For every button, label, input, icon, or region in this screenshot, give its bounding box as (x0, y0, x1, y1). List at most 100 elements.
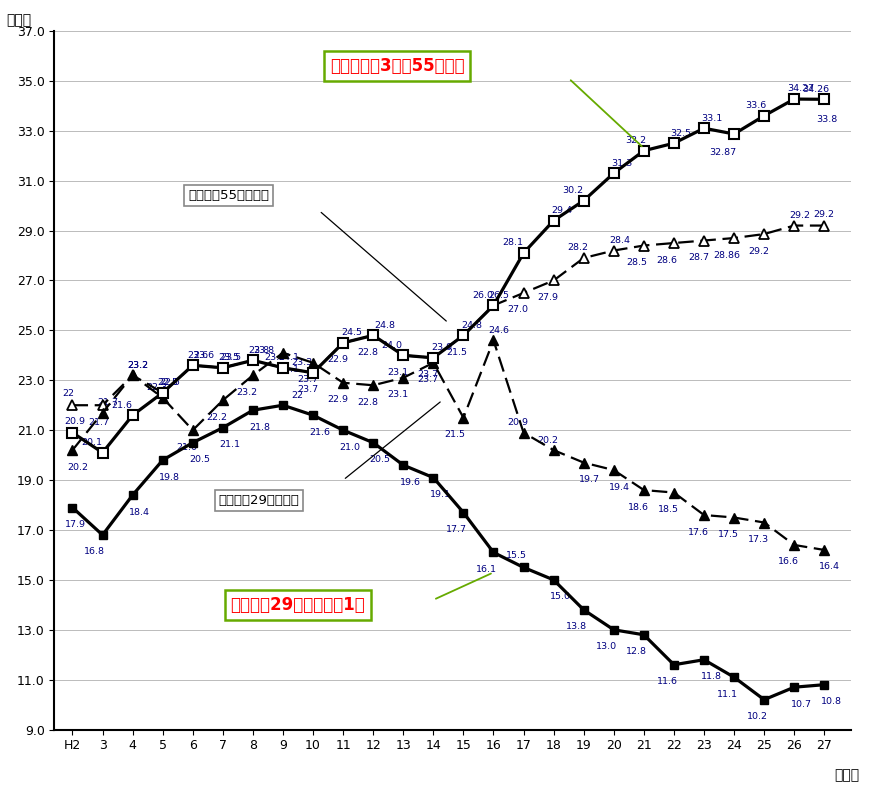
Text: 23.2: 23.2 (237, 388, 258, 397)
Text: 26.5: 26.5 (488, 291, 509, 300)
Text: 21.5: 21.5 (446, 348, 467, 357)
Text: 22: 22 (291, 391, 303, 399)
Text: 28.1: 28.1 (502, 238, 523, 248)
Text: 17.9: 17.9 (65, 520, 85, 529)
Text: 27.9: 27.9 (537, 293, 559, 302)
Text: 22.5: 22.5 (160, 378, 181, 387)
Text: 21.8: 21.8 (249, 422, 270, 432)
Text: 全産業（29歳以下）: 全産業（29歳以下） (219, 494, 299, 506)
Text: 16.6: 16.6 (778, 558, 799, 566)
Text: 10.8: 10.8 (821, 697, 841, 706)
Text: 27.0: 27.0 (508, 305, 528, 315)
Text: 24.0: 24.0 (382, 341, 403, 350)
Text: 29.2: 29.2 (748, 247, 769, 255)
Text: 23.2: 23.2 (127, 361, 149, 369)
Text: 22.3: 22.3 (146, 383, 167, 392)
Text: 32.5: 32.5 (671, 129, 691, 138)
Text: 20.1: 20.1 (81, 438, 102, 447)
Text: （年）: （年） (835, 768, 859, 782)
Text: 18.5: 18.5 (657, 505, 679, 514)
Text: 21.5: 21.5 (445, 430, 466, 439)
Text: 19.4: 19.4 (609, 483, 630, 491)
Text: 21.0: 21.0 (339, 443, 361, 452)
Text: 30.2: 30.2 (562, 186, 583, 195)
Text: 24.1: 24.1 (278, 365, 299, 374)
Text: 建設業：29歳以下は約1割: 建設業：29歳以下は約1割 (231, 596, 365, 614)
Text: 19.6: 19.6 (399, 478, 420, 486)
Text: 全産業（55歳以上）: 全産業（55歳以上） (188, 189, 269, 202)
Text: 12.8: 12.8 (626, 647, 647, 657)
Text: 33.8: 33.8 (816, 115, 838, 123)
Text: 23.1: 23.1 (387, 390, 408, 399)
Text: 24.1: 24.1 (278, 354, 299, 362)
Text: 23.8: 23.8 (248, 346, 269, 354)
Text: 31.3: 31.3 (611, 159, 633, 168)
Text: 23.7: 23.7 (417, 375, 439, 384)
Text: 11.6: 11.6 (657, 677, 678, 687)
Text: 32.2: 32.2 (625, 136, 646, 146)
Text: 22.9: 22.9 (327, 355, 348, 365)
Text: 20.5: 20.5 (189, 455, 210, 464)
Text: 22.8: 22.8 (358, 348, 378, 357)
Text: 21.7: 21.7 (98, 398, 119, 407)
Text: 22.9: 22.9 (327, 396, 348, 404)
Text: 28.2: 28.2 (568, 244, 589, 252)
Text: 23.1: 23.1 (387, 368, 408, 377)
Text: 21.6: 21.6 (310, 428, 330, 437)
Text: 23.8: 23.8 (254, 346, 275, 354)
Text: 24.8: 24.8 (374, 321, 395, 330)
Text: 17.5: 17.5 (718, 530, 739, 539)
Text: 18.6: 18.6 (628, 502, 649, 512)
Text: 22.5: 22.5 (158, 378, 179, 387)
Text: 11.1: 11.1 (717, 690, 738, 698)
Text: 13.0: 13.0 (596, 642, 617, 651)
Text: 19.8: 19.8 (160, 472, 181, 482)
Text: 24.8: 24.8 (461, 321, 482, 330)
Text: 10.2: 10.2 (746, 712, 767, 721)
Text: 24.6: 24.6 (488, 326, 509, 335)
Text: 23.7: 23.7 (297, 385, 318, 394)
Text: 22.8: 22.8 (358, 398, 378, 407)
Text: 28.6: 28.6 (657, 255, 678, 264)
Text: 19.7: 19.7 (579, 475, 600, 484)
Text: 21.1: 21.1 (219, 440, 241, 449)
Text: 28.86: 28.86 (713, 251, 740, 259)
Text: 33.6: 33.6 (746, 101, 766, 110)
Text: 17.7: 17.7 (446, 525, 467, 534)
Text: 23.2: 23.2 (127, 361, 149, 369)
Text: 21.6: 21.6 (111, 401, 132, 410)
Text: 29.2: 29.2 (814, 210, 835, 218)
Text: 13.8: 13.8 (566, 623, 588, 631)
Text: 28.7: 28.7 (688, 253, 709, 262)
Text: 23.7: 23.7 (417, 370, 439, 380)
Text: 建設業：約3割が55歳以上: 建設業：約3割が55歳以上 (330, 57, 465, 75)
Text: 20.9: 20.9 (508, 418, 528, 427)
Text: 10.7: 10.7 (791, 700, 812, 709)
Text: 23.5: 23.5 (218, 354, 239, 362)
Text: 20.9: 20.9 (65, 417, 85, 426)
Text: 15.5: 15.5 (506, 551, 527, 561)
Text: 20.2: 20.2 (537, 436, 559, 445)
Text: 15.0: 15.0 (550, 592, 571, 601)
Text: 33.1: 33.1 (702, 114, 723, 123)
Text: 16.8: 16.8 (84, 547, 105, 557)
Text: 18.4: 18.4 (129, 508, 150, 517)
Text: 22: 22 (62, 389, 74, 399)
Text: 23.3: 23.3 (291, 358, 312, 367)
Text: 23.6: 23.6 (187, 350, 209, 360)
Text: 29.4: 29.4 (551, 206, 573, 215)
Text: 24.5: 24.5 (341, 328, 362, 337)
Text: 20.2: 20.2 (67, 463, 89, 471)
Text: 20.5: 20.5 (370, 455, 391, 464)
Text: 29.2: 29.2 (789, 211, 810, 220)
Text: （％）: （％） (7, 13, 31, 28)
Text: 26.0: 26.0 (472, 291, 493, 300)
Text: 28.5: 28.5 (626, 258, 647, 267)
Text: 34.27: 34.27 (787, 85, 814, 93)
Text: 23.5: 23.5 (221, 354, 242, 362)
Text: 34.26: 34.26 (802, 85, 829, 94)
Text: 17.3: 17.3 (748, 535, 769, 544)
Text: 16.1: 16.1 (476, 565, 497, 574)
Text: 21.7: 21.7 (88, 418, 109, 426)
Text: 22.2: 22.2 (207, 413, 228, 422)
